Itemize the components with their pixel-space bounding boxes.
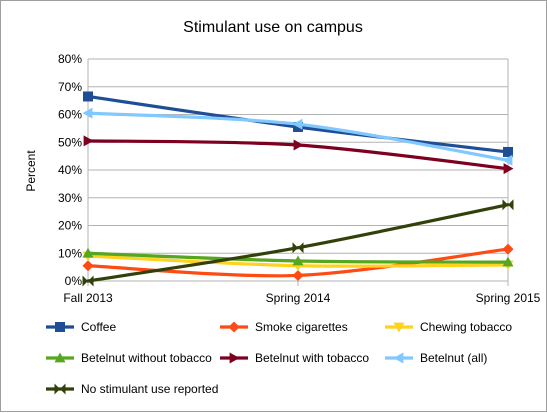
y-tick-label: 70%: [58, 80, 82, 94]
series-lines: [82, 91, 514, 287]
legend-item-betelnut-without-tobacco: Betelnut without tobacco: [46, 351, 212, 365]
x-axis-ticks: Fall 2013 Spring 2014 Spring 2015: [63, 281, 541, 305]
legend-item-chewing-tobacco: Chewing tobacco: [385, 320, 512, 334]
y-axis-ticks: 0% 10% 20% 30% 40% 50% 60% 70% 80%: [58, 52, 82, 288]
legend-label: Betelnut with tobacco: [255, 351, 369, 365]
legend-label: Smoke cigarettes: [255, 320, 348, 334]
chart-title: Stimulant use on campus: [183, 19, 363, 36]
legend-label: Betelnut (all): [420, 351, 487, 365]
legend-item-no-stimulant-use-reported: No stimulant use reported: [46, 382, 218, 396]
legend-swatch-marker: [393, 322, 405, 333]
data-point-marker: [502, 199, 514, 211]
y-tick-label: 0%: [65, 274, 83, 288]
y-tick-label: 20%: [58, 219, 82, 233]
x-tick-label: Fall 2013: [63, 291, 113, 305]
data-point-marker: [292, 242, 304, 254]
data-point-marker: [83, 135, 94, 147]
y-tick-label: 50%: [58, 135, 82, 149]
series-no-stimulant-use-reported: [82, 199, 514, 287]
legend-swatch-marker: [54, 352, 66, 363]
data-point-marker: [82, 260, 94, 272]
data-point-marker: [502, 154, 513, 166]
data-point-marker: [292, 269, 304, 281]
data-point-marker: [82, 107, 93, 119]
y-tick-label: 60%: [58, 108, 82, 122]
data-point-marker: [502, 256, 514, 267]
series-line: [86, 111, 510, 162]
x-tick-label: Spring 2015: [476, 291, 541, 305]
legend-swatch-marker: [229, 352, 240, 364]
legend-item-betelnut-all: Betelnut (all): [385, 351, 487, 365]
legend-swatch-marker: [55, 322, 65, 332]
data-point-marker: [502, 243, 514, 255]
data-point-marker: [503, 163, 514, 175]
series-betelnut-with-tobacco: [83, 135, 514, 175]
legend-swatch-marker: [228, 321, 240, 333]
x-tick-label: Spring 2014: [266, 291, 331, 305]
legend-label: Betelnut without tobacco: [81, 351, 212, 365]
y-tick-label: 10%: [58, 246, 82, 260]
legend-swatch-marker: [393, 352, 404, 364]
legend-item-coffee: Coffee: [46, 320, 116, 334]
y-axis-label: Percent: [24, 150, 38, 192]
data-point-marker: [83, 91, 93, 102]
series-smoke-cigarettes: [82, 243, 514, 281]
data-point-marker: [292, 118, 303, 130]
y-tick-label: 80%: [58, 52, 82, 66]
legend-label: No stimulant use reported: [81, 382, 218, 396]
legend-label: Coffee: [81, 320, 116, 334]
legend: Coffee Smoke cigarettes Chewing tobacco Bet…: [46, 320, 512, 396]
data-point-marker: [82, 247, 94, 258]
data-point-marker: [82, 275, 94, 287]
series-betelnut-all: [82, 107, 513, 166]
series-betelnut-without-tobacco: [82, 247, 514, 267]
data-point-marker: [293, 139, 304, 151]
legend-swatch-marker: [54, 383, 66, 395]
legend-label: Chewing tobacco: [420, 320, 512, 334]
data-point-marker: [292, 255, 304, 266]
legend-item-betelnut-with-tobacco: Betelnut with tobacco: [220, 351, 369, 365]
data-point-marker: [503, 146, 513, 157]
y-tick-label: 30%: [58, 191, 82, 205]
y-tick-label: 40%: [58, 163, 82, 177]
legend-item-smoke-cigarettes: Smoke cigarettes: [220, 320, 348, 334]
